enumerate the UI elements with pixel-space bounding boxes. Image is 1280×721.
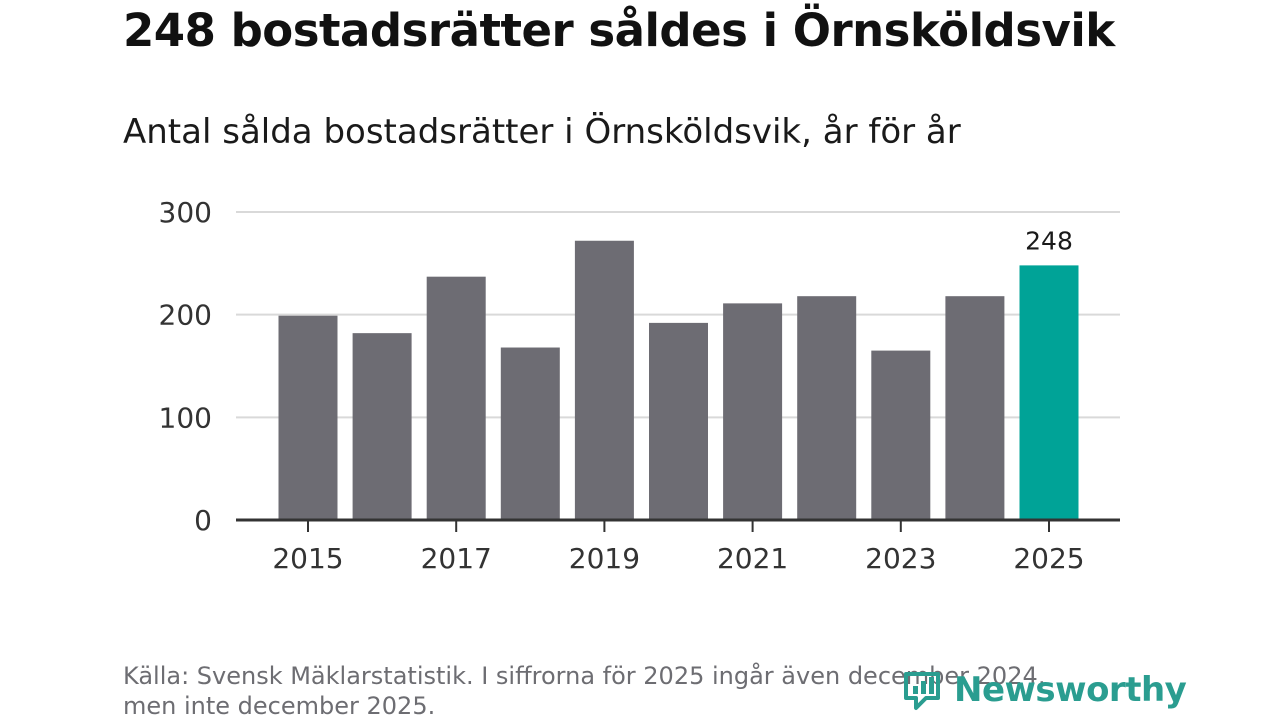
chart-subtitle: Antal sålda bostadsrätter i Örnsköldsvik… bbox=[123, 112, 961, 152]
chart-headline: 248 bostadsrätter såldes i Örnsköldsvik bbox=[123, 4, 1115, 57]
y-tick-label-0: 0 bbox=[194, 504, 212, 537]
bar-2022 bbox=[797, 296, 857, 520]
bar-2024 bbox=[945, 296, 1005, 520]
x-tick-label-2017: 2017 bbox=[421, 542, 492, 575]
source-line-1: Källa: Svensk Mäklarstatistik. I siffror… bbox=[123, 662, 1046, 690]
x-tick-label-2023: 2023 bbox=[865, 542, 936, 575]
x-tick-label-2015: 2015 bbox=[272, 542, 343, 575]
bar-2021 bbox=[723, 303, 783, 520]
newsworthy-logo-icon bbox=[904, 672, 940, 710]
source-note: Källa: Svensk Mäklarstatistik. I siffror… bbox=[123, 661, 1123, 721]
newsworthy-logo-text: Newsworthy bbox=[954, 670, 1187, 710]
y-tick-label-200: 200 bbox=[159, 299, 212, 332]
source-line-2: men inte december 2025. bbox=[123, 692, 436, 720]
bar-2023 bbox=[871, 350, 931, 520]
data-label-2025: 248 bbox=[1025, 226, 1073, 255]
newsworthy-logo: Newsworthy bbox=[902, 668, 1187, 712]
bar-2025 bbox=[1019, 265, 1079, 520]
x-tick-label-2025: 2025 bbox=[1013, 542, 1084, 575]
bar-2018 bbox=[500, 347, 560, 520]
y-tick-label-300: 300 bbox=[159, 196, 212, 229]
bar-2015 bbox=[278, 315, 338, 520]
x-tick-label-2019: 2019 bbox=[569, 542, 640, 575]
bar-2019 bbox=[574, 240, 634, 520]
bar-2020 bbox=[649, 322, 708, 520]
bar-2017 bbox=[426, 276, 486, 520]
y-tick-label-100: 100 bbox=[159, 401, 212, 434]
bar-2016 bbox=[352, 333, 412, 520]
x-tick-label-2021: 2021 bbox=[717, 542, 788, 575]
